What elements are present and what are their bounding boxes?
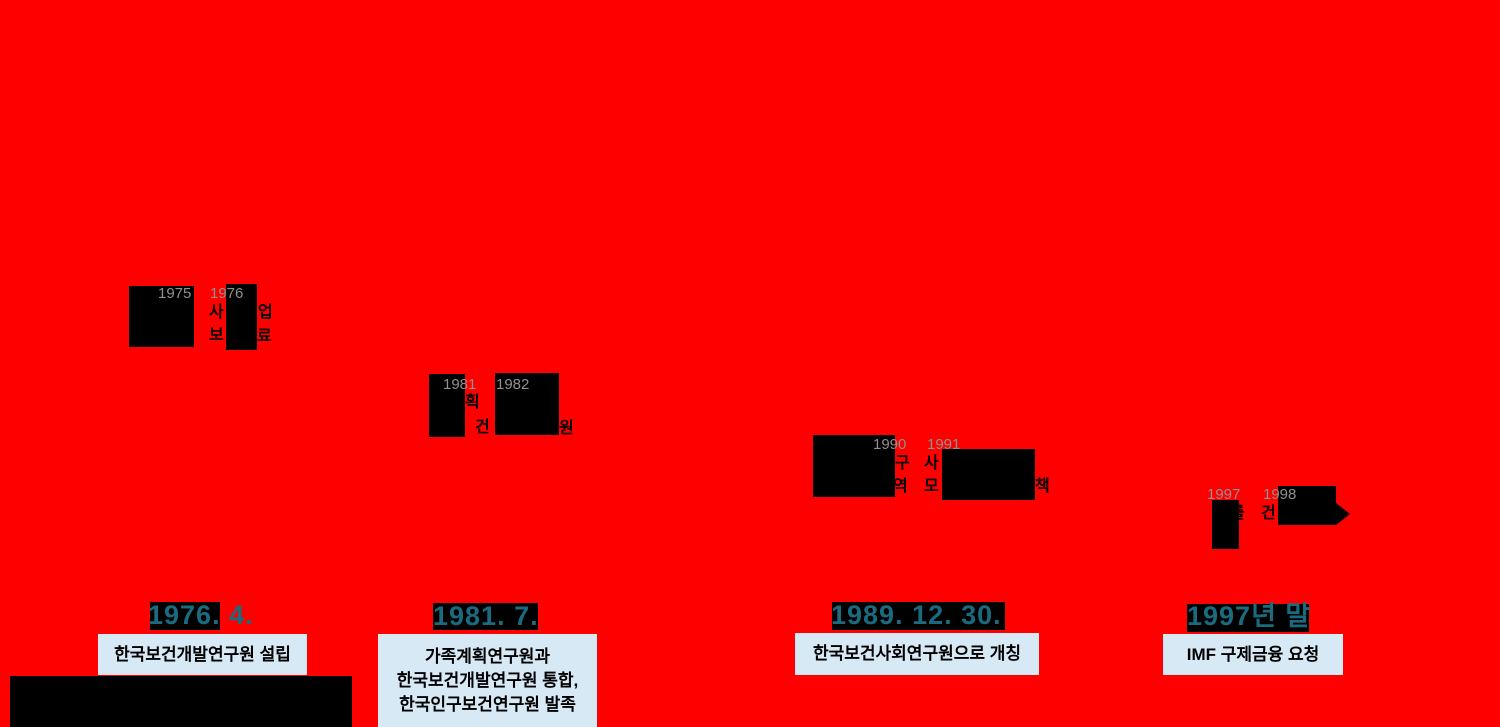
year-label-1981: 1981 <box>443 376 477 393</box>
text-fragment: 건 <box>1261 505 1276 522</box>
text-fragment: 사 <box>209 304 224 321</box>
milestone-date-1989: 1989. 12. 30. <box>831 600 1002 630</box>
date-highlight-bg <box>832 602 1005 630</box>
year-label-1990: 1990 <box>873 436 907 453</box>
date-highlight-bg <box>1187 604 1309 632</box>
text-fragment: 획 <box>465 394 480 411</box>
milestone-label-box: 한국보건사회연구원으로 개칭 <box>795 633 1039 675</box>
text-fragment: 구 <box>895 455 910 472</box>
text-fragment: 사 <box>924 455 939 472</box>
image-placeholder-box <box>1278 486 1336 525</box>
text-fragment: 역 <box>893 478 908 495</box>
text-fragment: 보 <box>209 327 224 344</box>
text-fragment: 업 <box>258 304 273 321</box>
text-fragment: 책 <box>1035 478 1050 495</box>
black-bar <box>10 676 352 727</box>
year-label-1997: 1997 <box>1207 486 1241 503</box>
image-placeholder-box <box>226 284 257 350</box>
milestone-date-1997: 1997년 말 <box>1187 601 1312 631</box>
year-label-1975: 1975 <box>158 285 192 302</box>
milestone-label-text: 한국보건개발연구원 통합, <box>396 670 579 690</box>
milestone-label-box: 가족계획연구원과 한국보건개발연구원 통합, 한국인구보건연구원 발족 <box>378 634 597 727</box>
text-fragment: 료 <box>257 328 272 345</box>
milestone-label-text: 한국보건개발연구원 설립 <box>114 644 291 664</box>
milestone-label-text: 한국인구보건연구원 발족 <box>399 694 576 714</box>
arrow-right-icon <box>1336 503 1350 525</box>
year-label-1998: 1998 <box>1263 486 1297 503</box>
milestone-date-1976: 1976. 4. <box>148 600 254 630</box>
image-placeholder-box <box>429 374 465 437</box>
image-placeholder-box <box>495 373 559 435</box>
image-placeholder-box <box>942 449 1035 500</box>
milestone-label-box: IMF 구제금융 요청 <box>1163 634 1343 675</box>
milestone-label-text: IMF 구제금융 요청 <box>1186 644 1320 664</box>
text-fragment: 건 <box>475 419 490 436</box>
text-fragment: 모 <box>924 478 939 495</box>
milestone-label-text: 한국보건사회연구원으로 개칭 <box>812 644 1022 663</box>
year-label-1976: 1976 <box>210 285 244 302</box>
image-placeholder-box <box>129 286 194 347</box>
year-label-1991: 1991 <box>927 436 961 453</box>
milestone-label-box: 한국보건개발연구원 설립 <box>98 634 307 675</box>
date-highlight-bg <box>150 602 220 630</box>
year-label-1982: 1982 <box>496 376 530 393</box>
image-placeholder-box <box>813 435 895 497</box>
text-fragment: 원 <box>559 420 574 437</box>
milestone-date-1981: 1981. 7. <box>433 601 539 631</box>
milestone-label-text: 가족계획연구원과 <box>424 646 551 666</box>
date-highlight-bg <box>433 603 538 630</box>
image-placeholder-box <box>1212 500 1239 549</box>
